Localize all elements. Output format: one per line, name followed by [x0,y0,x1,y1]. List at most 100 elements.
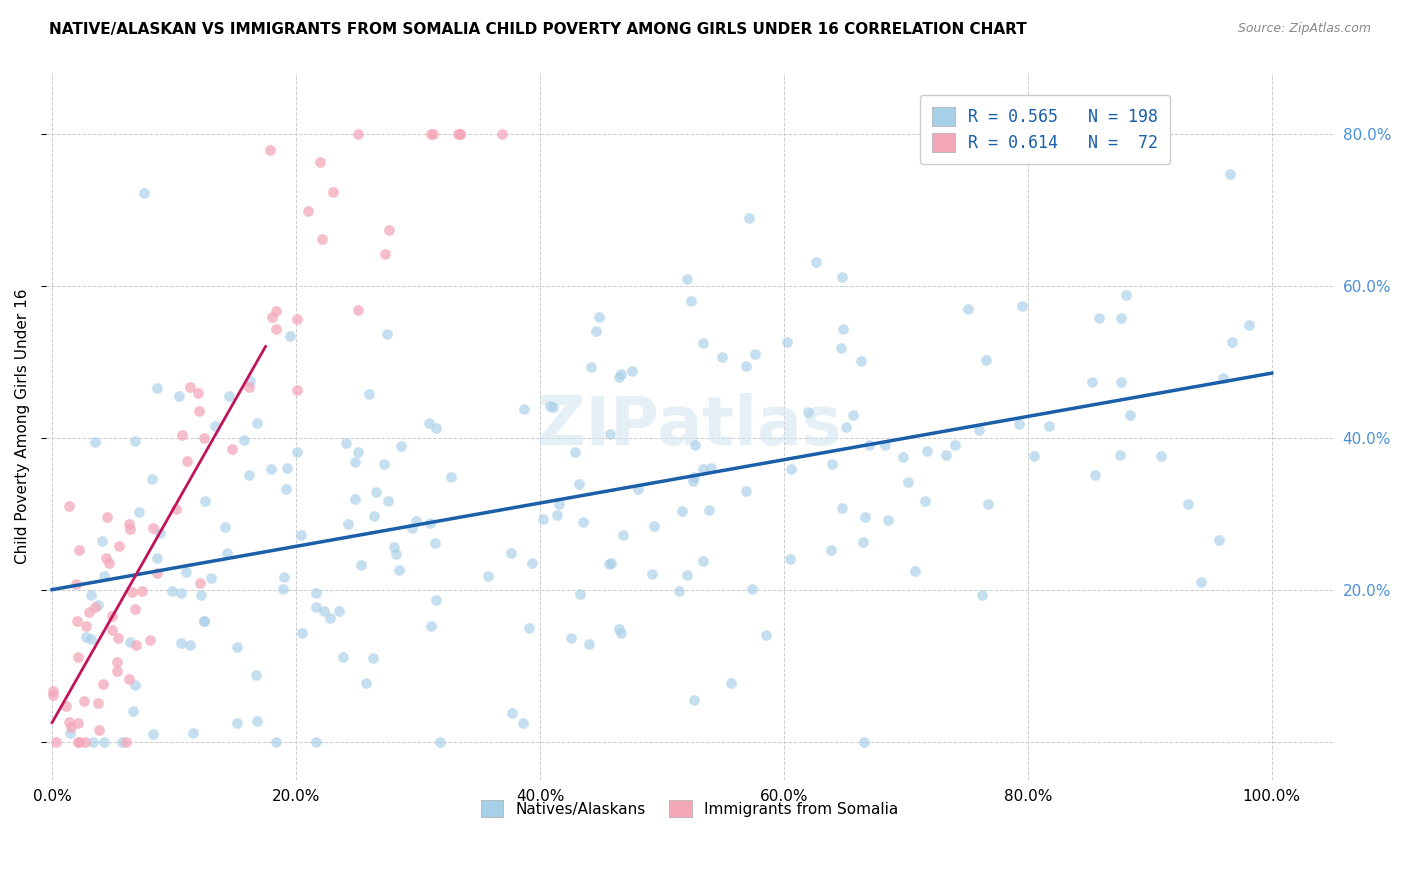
Point [610,368,633,382]
Point [285,444,308,458]
Point [1038,419,1060,434]
Point [699,460,721,475]
Text: Source: ZipAtlas.com: Source: ZipAtlas.com [1237,22,1371,36]
Point [297,203,319,218]
Point [382,540,405,554]
Point [146,382,169,396]
Point [190,588,212,602]
Point [1208,533,1230,548]
Point [512,716,534,731]
Point [935,449,957,463]
Point [831,269,853,284]
Point [285,384,308,398]
Point [389,438,412,452]
Point [264,303,287,318]
Point [797,405,820,419]
Point [226,715,249,730]
Point [67,716,90,731]
Point [67,734,90,748]
Point [217,546,239,560]
Point [290,528,312,542]
Point [385,547,408,561]
Point [311,232,333,246]
Point [711,350,734,364]
Point [364,484,387,499]
Point [128,505,150,519]
Point [170,586,193,600]
Point [98,557,121,571]
Point [375,326,398,341]
Point [692,336,714,351]
Point [238,379,260,393]
Point [904,564,927,578]
Point [73,734,96,748]
Point [804,255,827,269]
Point [914,494,936,508]
Point [124,678,146,692]
Point [160,583,183,598]
Point [425,421,447,435]
Point [239,374,262,388]
Point [278,329,301,343]
Point [896,475,918,489]
Point [831,501,853,516]
Point [176,566,198,580]
Point [107,631,129,645]
Point [893,450,915,464]
Point [319,611,342,625]
Point [346,127,368,141]
Point [87,696,110,710]
Point [218,389,240,403]
Point [193,431,215,445]
Point [1081,376,1104,390]
Point [131,584,153,599]
Point [100,623,122,637]
Point [357,387,380,401]
Point [1219,167,1241,181]
Point [1237,318,1260,332]
Point [676,567,699,582]
Point [425,592,447,607]
Point [841,409,863,423]
Point [519,621,541,635]
Point [735,484,758,499]
Point [305,586,328,600]
Point [830,341,852,355]
Point [560,631,582,645]
Point [671,503,693,517]
Point [146,566,169,580]
Point [66,615,89,629]
Point [260,461,283,475]
Point [853,510,876,524]
Point [449,127,471,141]
Point [692,462,714,476]
Point [419,516,441,531]
Point [344,455,367,469]
Point [378,223,401,237]
Point [776,334,799,349]
Point [42,688,65,702]
Point [96,509,118,524]
Point [374,247,396,261]
Point [429,734,451,748]
Point [328,604,350,618]
Point [285,312,308,326]
Point [93,734,115,748]
Point [354,676,377,690]
Point [1084,467,1107,482]
Point [419,619,441,633]
Point [569,587,592,601]
Point [264,322,287,336]
Point [45,734,67,748]
Text: ZIPatlas: ZIPatlas [537,393,842,459]
Point [851,353,873,368]
Point [873,438,896,452]
Point [246,417,269,431]
Point [974,353,997,368]
Point [187,385,209,400]
Point [121,585,143,599]
Point [1109,448,1132,462]
Point [181,725,204,739]
Point [1149,450,1171,464]
Point [641,566,664,581]
